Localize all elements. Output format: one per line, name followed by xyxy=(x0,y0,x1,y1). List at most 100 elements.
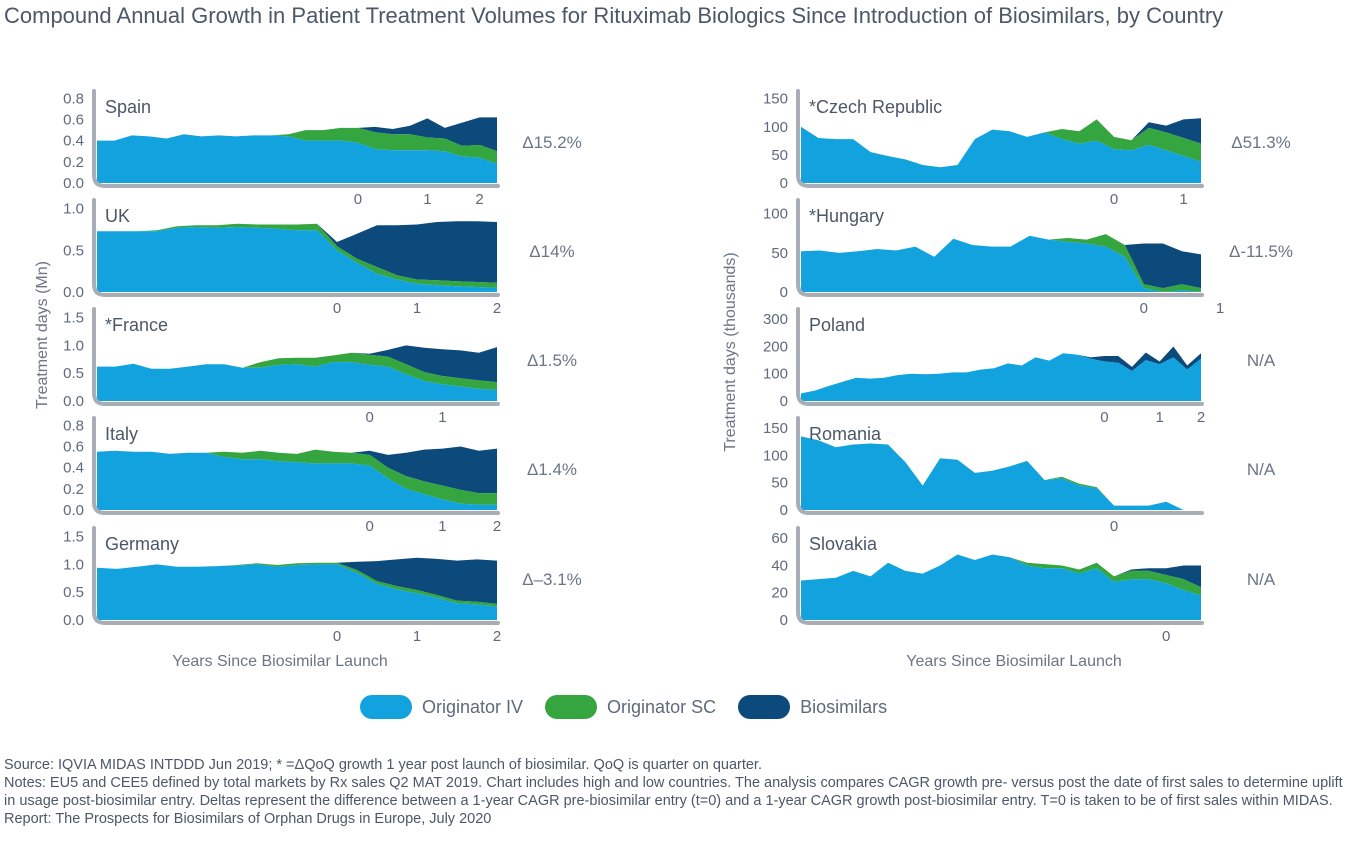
chart-panels: Treatment days (Mn) Years Since Biosimil… xyxy=(34,89,1293,670)
panel-czech-republic: *Czech Republic 150 100 50 0 0 1 Δ51.3% xyxy=(763,89,1291,208)
y-tick-label-france: 1.0 xyxy=(63,337,84,354)
y-tick-label-slovakia: 20 xyxy=(771,585,788,602)
panel-spain: Spain 0.8 0.6 0.4 0.2 0.0 0 1 2 Δ15.2% xyxy=(63,89,582,208)
x-tick-label-poland: 1 xyxy=(1155,409,1163,426)
area-originator-iv-czech-republic xyxy=(801,126,1201,183)
axis-frame-uk xyxy=(92,198,500,297)
y-tick-label-france: 1.5 xyxy=(63,310,84,327)
axis-frame-slovakia xyxy=(796,526,1204,625)
x-tick-label-uk: 0 xyxy=(333,300,341,317)
legend-label-biosimilars: Biosimilars xyxy=(800,696,888,717)
delta-label-poland: N/A xyxy=(1247,351,1276,370)
delta-label-spain: Δ15.2% xyxy=(522,133,582,152)
legend-swatch-biosimilars xyxy=(738,695,791,719)
x-tick-label-italy: 1 xyxy=(438,518,446,535)
area-originator-iv-romania xyxy=(801,436,1201,510)
source-note: Source: IQVIA MIDAS INTDDD Jun 2019; * =… xyxy=(4,757,762,773)
area-biosimilars-uk xyxy=(97,221,497,283)
y-tick-label-czech-republic: 0 xyxy=(780,175,788,192)
y-tick-label-italy: 0.0 xyxy=(63,502,84,519)
y-tick-label-poland: 100 xyxy=(763,366,788,383)
axis-frame-spain xyxy=(92,89,500,188)
legend-swatch-originator-iv xyxy=(360,695,412,719)
y-tick-label-germany: 0.0 xyxy=(63,612,84,629)
panel-label-uk: UK xyxy=(105,206,130,226)
delta-label-slovakia: N/A xyxy=(1247,570,1276,589)
x-tick-label-czech-republic: 1 xyxy=(1179,191,1187,208)
left-y-axis-title: Treatment days (Mn) xyxy=(34,261,51,409)
x-tick-label-slovakia: 0 xyxy=(1162,628,1170,645)
area-originator-sc-czech-republic xyxy=(801,119,1201,168)
panel-label-germany: Germany xyxy=(105,534,179,554)
panel-italy: Italy 0.8 0.6 0.4 0.2 0.0 0 1 2 Δ1.4% xyxy=(63,416,577,535)
x-tick-label-italy: 2 xyxy=(493,518,501,535)
left-x-axis-title: Years Since Biosimilar Launch xyxy=(172,653,388,670)
chart-title: Compound Annual Growth in Patient Treatm… xyxy=(4,3,1224,28)
area-biosimilars-spain xyxy=(97,117,497,152)
x-tick-label-france: 1 xyxy=(438,409,446,426)
y-tick-label-romania: 150 xyxy=(763,420,788,437)
y-tick-label-poland: 200 xyxy=(763,338,788,355)
y-tick-label-france: 0.0 xyxy=(63,393,84,410)
delta-label-czech-republic: Δ51.3% xyxy=(1231,133,1291,152)
x-tick-label-czech-republic: 0 xyxy=(1110,191,1118,208)
y-tick-label-czech-republic: 50 xyxy=(771,147,788,164)
panel-germany: Germany 1.5 1.0 0.5 0.0 0 1 2 Δ–3.1% xyxy=(63,526,582,645)
legend-item-originator-sc: Originator SC xyxy=(545,695,716,719)
area-originator-sc-germany xyxy=(97,562,497,607)
y-tick-label-italy: 0.6 xyxy=(63,438,84,455)
axis-frame-romania xyxy=(796,416,1204,515)
y-tick-label-spain: 0.2 xyxy=(63,154,84,171)
y-tick-label-uk: 0.5 xyxy=(63,242,84,259)
y-tick-label-poland: 300 xyxy=(763,311,788,328)
x-tick-label-hungary: 1 xyxy=(1216,300,1224,317)
delta-label-hungary: Δ-11.5% xyxy=(1229,242,1293,261)
area-originator-iv-poland xyxy=(801,353,1201,401)
legend: Originator IV Originator SC Biosimilars xyxy=(360,692,909,722)
delta-label-germany: Δ–3.1% xyxy=(522,570,582,589)
y-tick-label-romania: 100 xyxy=(763,447,788,464)
area-biosimilars-germany xyxy=(97,557,497,604)
area-originator-sc-france xyxy=(97,352,497,390)
methodology-note: Notes: EU5 and CEE5 defined by total mar… xyxy=(4,775,1343,809)
delta-label-romania: N/A xyxy=(1247,460,1276,479)
delta-label-uk: Δ14% xyxy=(529,242,574,261)
panel-label-spain: Spain xyxy=(105,97,151,117)
panel-hungary: *Hungary 100 50 0 0 1 Δ-11.5% xyxy=(763,198,1293,317)
y-tick-label-romania: 0 xyxy=(780,502,788,519)
x-tick-label-germany: 0 xyxy=(333,628,341,645)
area-biosimilars-hungary xyxy=(801,234,1201,289)
legend-label-originator-sc: Originator SC xyxy=(607,696,717,717)
y-tick-label-france: 0.5 xyxy=(63,365,84,382)
y-tick-label-italy: 0.8 xyxy=(63,417,84,434)
x-tick-label-spain: 0 xyxy=(354,191,362,208)
y-tick-label-slovakia: 40 xyxy=(771,557,788,574)
y-tick-label-spain: 0.4 xyxy=(63,133,84,150)
panel-label-poland: Poland xyxy=(809,315,865,335)
y-tick-label-hungary: 0 xyxy=(780,284,788,301)
y-tick-label-germany: 0.5 xyxy=(63,584,84,601)
legend-item-biosimilars: Biosimilars xyxy=(738,695,887,719)
x-tick-label-poland: 2 xyxy=(1197,409,1205,426)
panel-label-slovakia: Slovakia xyxy=(809,534,878,554)
x-tick-label-spain: 2 xyxy=(475,191,483,208)
panel-label-romania: Romania xyxy=(809,424,882,444)
panel-slovakia: Slovakia 60 40 20 0 0 N/A xyxy=(771,526,1276,645)
footnotes: Source: IQVIA MIDAS INTDDD Jun 2019; * =… xyxy=(4,756,1348,828)
area-originator-iv-france xyxy=(97,362,497,401)
area-originator-sc-spain xyxy=(97,127,497,164)
panel-uk: UK 1.0 0.5 0.0 0 1 2 Δ14% xyxy=(63,198,575,317)
x-tick-label-germany: 2 xyxy=(493,628,501,645)
y-tick-label-romania: 50 xyxy=(771,475,788,492)
x-tick-label-spain: 1 xyxy=(423,191,431,208)
legend-swatch-originator-sc xyxy=(545,695,598,719)
right-x-axis-title: Years Since Biosimilar Launch xyxy=(906,653,1122,670)
x-tick-label-poland: 0 xyxy=(1100,409,1108,426)
y-tick-label-italy: 0.4 xyxy=(63,460,84,477)
panel-romania: Romania 150 100 50 0 0 N/A xyxy=(763,416,1276,535)
panel-label-france: *France xyxy=(105,315,168,335)
area-originator-iv-italy xyxy=(97,450,497,510)
y-tick-label-poland: 0 xyxy=(780,393,788,410)
right-y-axis-title: Treatment days (thousands) xyxy=(722,252,739,452)
axis-frame-czech-republic xyxy=(796,89,1204,188)
